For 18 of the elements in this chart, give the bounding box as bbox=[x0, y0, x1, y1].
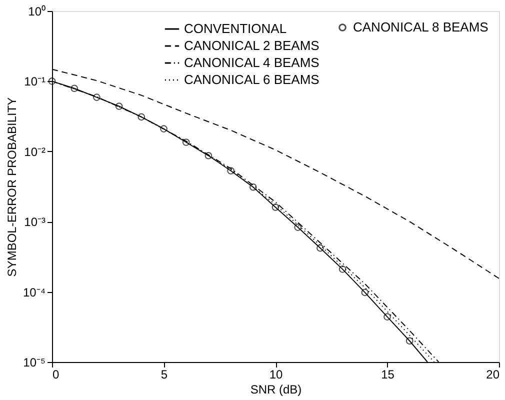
legend-label: CANONICAL 8 BEAMS bbox=[353, 20, 489, 34]
legend-label: CANONICAL 4 BEAMS bbox=[184, 55, 320, 70]
y-tick-label: 10⁻⁴ bbox=[22, 285, 46, 300]
y-tick-label: 10⁻⁵ bbox=[23, 356, 46, 370]
x-axis-title: SNR (dB) bbox=[250, 382, 302, 396]
x-tick-label: 10 bbox=[269, 368, 283, 382]
x-tick-label: 15 bbox=[381, 368, 395, 382]
y-tick-label: 10⁻¹ bbox=[24, 74, 46, 89]
y-tick-label: 10⁻² bbox=[24, 144, 46, 159]
x-tick-label: 5 bbox=[160, 368, 168, 382]
x-tick-label: 0 bbox=[52, 368, 60, 382]
legend-label: CANONICAL 6 BEAMS bbox=[184, 72, 320, 87]
y-tick-label: 10⁰ bbox=[28, 4, 46, 18]
y-axis-title: SYMBOL-ERROR PROBABILITY bbox=[4, 97, 19, 277]
legend-label: CANONICAL 2 BEAMS bbox=[184, 38, 320, 53]
y-tick-label: 10⁻³ bbox=[24, 215, 46, 230]
x-tick-label: 20 bbox=[486, 368, 500, 382]
legend-label: CONVENTIONAL bbox=[184, 21, 287, 36]
